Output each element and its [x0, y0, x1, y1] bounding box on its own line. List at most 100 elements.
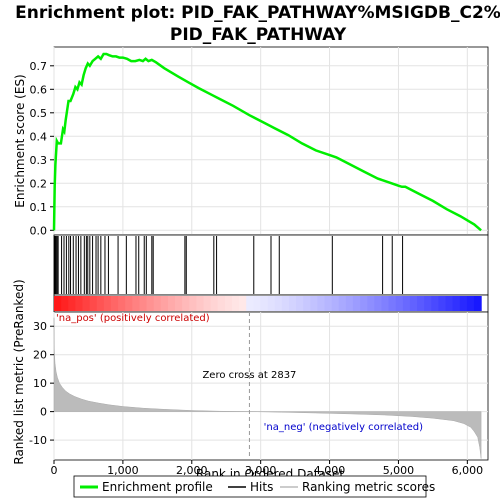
ranking-metric-area — [53, 317, 482, 459]
rank-bar-cell — [431, 296, 439, 311]
rank-bar-cell — [274, 296, 283, 311]
rank-bar-cell — [331, 296, 340, 311]
rank-bar-cell — [182, 296, 190, 311]
rank-bar-cell — [303, 296, 311, 311]
rank-bar-cell — [253, 296, 262, 311]
rank-bar-cell — [260, 296, 269, 311]
pos-label: 'na_pos' (positively correlated) — [56, 313, 210, 324]
rank-bar-cell — [167, 296, 176, 311]
rank-bar-cell — [459, 296, 468, 311]
chart-title-line1: Enrichment plot: PID_FAK_PATHWAY%MSIGDB_… — [15, 3, 500, 23]
metric-xtick-label: 4,000 — [314, 464, 346, 477]
metric-xtick-label: 6,000 — [452, 464, 484, 477]
rank-bar-cell — [103, 296, 112, 311]
rank-bar-cell — [317, 296, 326, 311]
rank-bar-cell — [417, 296, 425, 311]
rank-bar-cell — [125, 296, 133, 311]
es-ytick-label: 0.6 — [30, 83, 48, 96]
rank-bar-cell — [374, 296, 383, 311]
rank-bar-cell — [409, 296, 418, 311]
chart-title-line2: PID_FAK_PATHWAY — [170, 25, 347, 45]
rank-bar-cell — [402, 296, 411, 311]
es-ytick-label: 0.1 — [30, 201, 48, 214]
rank-bar-cell — [452, 296, 461, 311]
metric-xtick-label: 5,000 — [383, 464, 415, 477]
rank-bar-cell — [61, 296, 69, 311]
legend-label-enrichment: Enrichment profile — [102, 480, 213, 494]
metric-xtick-label: 0 — [51, 464, 58, 477]
rank-bar-cell — [175, 296, 183, 311]
rank-bar-cell — [424, 296, 432, 311]
rank-bar-cell — [438, 296, 447, 311]
es-ytick-label: 0.4 — [30, 130, 48, 143]
rank-bar-cell — [68, 296, 76, 311]
metric-ytick-label: -10 — [29, 434, 47, 447]
metric-ytick-label: 10 — [33, 377, 47, 390]
rank-bar-cell — [139, 296, 148, 311]
rank-bar-cell — [367, 296, 375, 311]
metric-ytick-label: 0 — [40, 406, 47, 419]
rank-bar-cell — [203, 296, 212, 311]
rank-bar-cell — [82, 296, 91, 311]
es-ytick-label: 0.2 — [30, 177, 48, 190]
rank-bar-cell — [310, 296, 318, 311]
rank-bar-cell — [132, 296, 141, 311]
neg-label: 'na_neg' (negatively correlated) — [264, 422, 423, 433]
es-ytick-label: 0.5 — [30, 107, 48, 120]
legend-label-hits: Hits — [250, 480, 273, 494]
es-ytick-label: 0.3 — [30, 154, 48, 167]
rank-bar-cell — [210, 296, 219, 311]
rank-bar-cell — [395, 296, 404, 311]
legend: Enrichment profile Hits Ranking metric s… — [73, 475, 435, 498]
rank-bar-cell — [118, 296, 126, 311]
rank-bar-cell — [473, 296, 482, 311]
metric-xtick-label: 2,000 — [176, 464, 208, 477]
metric-ytick-label: 30 — [33, 320, 47, 333]
metric-ylabel: Ranked list metric (PreRanked) — [12, 279, 26, 464]
rank-bar-cell — [189, 296, 197, 311]
rank-bar-cell — [96, 296, 105, 311]
rank-bar-cell — [296, 296, 304, 311]
rank-bar-cell — [338, 296, 347, 311]
rank-bar-cell — [381, 296, 390, 311]
rank-bar-cell — [281, 296, 290, 311]
rank-bar-cell — [196, 296, 205, 311]
metric-xtick-label: 1,000 — [107, 464, 139, 477]
rank-bar-cell — [288, 296, 297, 311]
es-panel: 0.0 0.1 0.2 0.3 0.4 0.5 0.6 0.7 Enrichment scor… — [13, 46, 489, 237]
rank-bar-cell — [466, 296, 475, 311]
rank-bar-cell — [217, 296, 226, 311]
rank-bar-cell — [75, 296, 84, 311]
metric-panel-frame — [53, 311, 489, 461]
rank-bar-cell — [246, 296, 254, 311]
metric-ytick-label: 20 — [33, 349, 47, 362]
metric-xtick-label: 3,000 — [245, 464, 277, 477]
metric-panel: Zero cross at 2837 'na_pos' (positively … — [12, 279, 489, 481]
rank-bar-cell — [360, 296, 368, 311]
rank-bar-cell — [54, 296, 62, 311]
enrichment-profile-line — [52, 52, 482, 232]
rank-bar-cell — [160, 296, 169, 311]
rank-bar-cell — [153, 296, 162, 311]
legend-label-metric: Ranking metric scores — [302, 480, 435, 494]
hits-panel — [53, 234, 489, 296]
rank-color-bar — [53, 294, 489, 313]
rank-bar-cell — [388, 296, 397, 311]
es-panel-frame — [53, 46, 489, 236]
rank-bar-cell — [445, 296, 454, 311]
rank-bar-cell — [324, 296, 333, 311]
legend-frame — [73, 475, 427, 498]
rank-bar-cell — [239, 296, 247, 311]
es-ytick-label: 0.0 — [30, 224, 48, 237]
rank-bar-cell — [89, 296, 98, 311]
rank-bar-cell — [267, 296, 276, 311]
rank-bar-cell — [146, 296, 155, 311]
zero-cross-label: Zero cross at 2837 — [202, 370, 296, 381]
es-ylabel: Enrichment score (ES) — [13, 74, 27, 207]
rank-bar-cell — [110, 296, 119, 311]
rank-bar-cell — [231, 296, 240, 311]
rank-bar-cell — [352, 296, 361, 311]
es-ytick-label: 0.7 — [30, 60, 48, 73]
